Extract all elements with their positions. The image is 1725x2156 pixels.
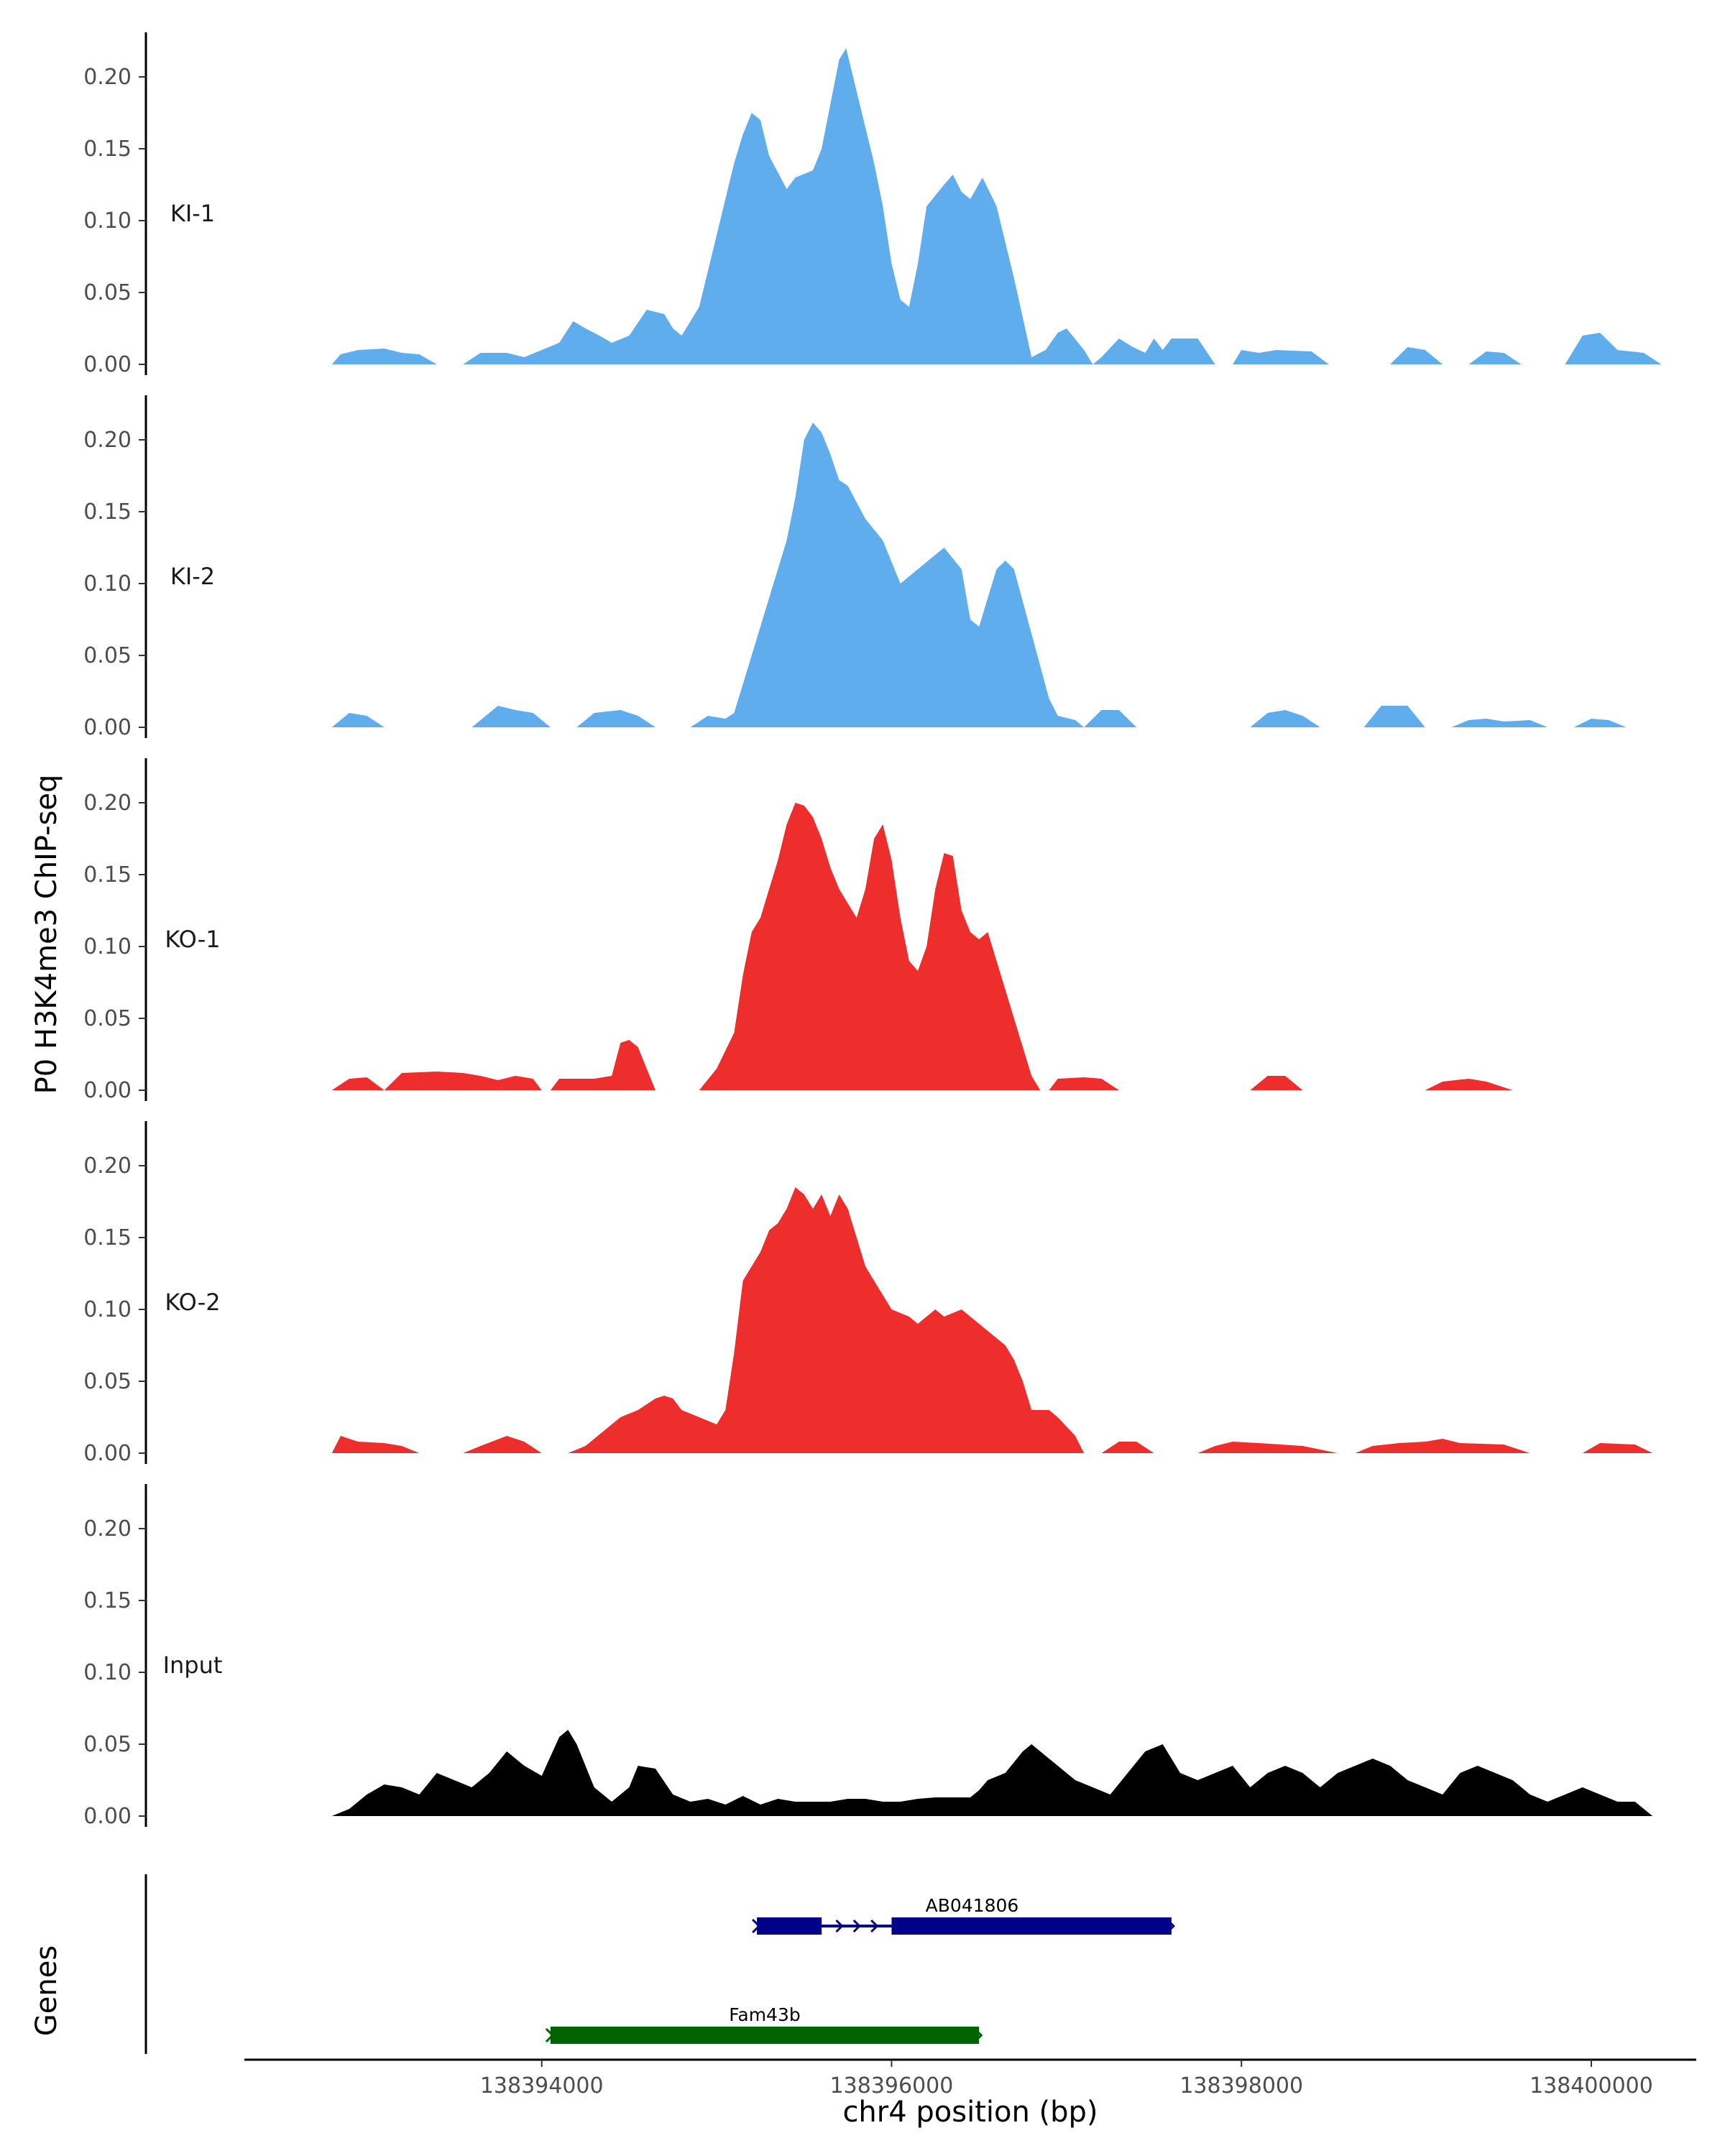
y-tick-label: 0.10 [83, 208, 132, 234]
signal-area [331, 1187, 1653, 1453]
strand-arrow-icon [545, 2027, 555, 2043]
track-label: KI-1 [170, 200, 215, 227]
gene-ab041806: AB041806 [752, 1895, 1176, 1935]
strand-arrow-icon [852, 1919, 861, 1933]
x-tick-label: 138394000 [480, 2073, 604, 2099]
y-tick-label: 0.15 [83, 499, 132, 525]
strand-arrow-icon [870, 1919, 879, 1933]
y-tick-label: 0.05 [83, 1369, 132, 1394]
strand-arrow-icon [1166, 1918, 1176, 1934]
signal-area [331, 1730, 1653, 1816]
x-tick-label: 138396000 [830, 2073, 954, 2099]
track-ki-1: 0.00 0.05 0.10 0.15 0.20 KI-1 [83, 32, 1662, 377]
track-ko-1: 0.00 0.05 0.10 0.15 0.20 KO-1 [83, 758, 1513, 1103]
y-tick-label: 0.20 [83, 428, 132, 453]
y-tick-label: 0.00 [83, 1078, 132, 1103]
y-tick-label: 0.00 [83, 352, 132, 377]
y-tick-label: 0.15 [83, 862, 132, 888]
track-label: KO-2 [165, 1289, 220, 1316]
y-tick-label: 0.20 [83, 65, 132, 90]
genes-axis-title: Genes [30, 1945, 63, 2036]
x-axis-title: chr4 position (bp) [842, 2096, 1098, 2129]
y-tick-label: 0.00 [83, 1804, 132, 1829]
gene-exon [757, 1917, 822, 1935]
y-tick-label: 0.20 [83, 1153, 132, 1179]
strand-arrow-icon [752, 1918, 761, 1934]
x-tick-label: 138398000 [1179, 2073, 1303, 2099]
track-label: Input [163, 1651, 223, 1679]
signal-area [331, 423, 1627, 727]
gene-label: AB041806 [926, 1895, 1019, 1916]
y-tick-label: 0.10 [83, 1297, 132, 1322]
y-tick-label: 0.05 [83, 280, 132, 305]
y-tick-label: 0.20 [83, 791, 132, 816]
track-input: 0.00 0.05 0.10 0.15 0.20 Input [83, 1484, 1653, 1829]
y-tick-label: 0.10 [83, 1660, 132, 1685]
y-tick-label: 0.10 [83, 571, 132, 596]
signal-tracks: 0.00 0.05 0.10 0.15 0.20 KI-1 0.00 0.05 0.10 0.15… [83, 32, 1662, 1829]
track-ko-2: 0.00 0.05 0.10 0.15 0.20 KO-2 [83, 1121, 1653, 1466]
y-tick-label: 0.20 [83, 1516, 132, 1542]
y-tick-label: 0.05 [83, 1732, 132, 1757]
signal-area [331, 803, 1513, 1090]
strand-arrow-icon [974, 2027, 983, 2043]
gene-annotation-panel: AB041806 Fam43b [144, 1874, 1176, 2054]
track-label: KI-2 [170, 563, 215, 590]
y-tick-label: 0.05 [83, 1006, 132, 1031]
y-tick-label: 0.10 [83, 934, 132, 959]
strand-arrow-icon [835, 1919, 844, 1933]
y-tick-label: 0.15 [83, 1225, 132, 1250]
track-label: KO-1 [165, 926, 220, 953]
y-tick-label: 0.05 [83, 643, 132, 668]
y-axis-title: P0 H3K4me3 ChIP-seq [30, 775, 63, 1095]
y-tick-label: 0.00 [83, 715, 132, 740]
gene-exon [550, 2027, 980, 2044]
track-ki-2: 0.00 0.05 0.10 0.15 0.20 KI-2 [83, 395, 1627, 740]
x-tick-label: 138400000 [1530, 2073, 1653, 2099]
gene-exon [891, 1917, 1172, 1935]
x-axis: 138394000 138396000 138398000 138400000 [244, 2058, 1696, 2099]
y-tick-label: 0.00 [83, 1441, 132, 1466]
y-tick-label: 0.15 [83, 137, 132, 162]
signal-area [331, 48, 1662, 364]
gene-fam43b: Fam43b [545, 2004, 983, 2044]
y-tick-label: 0.15 [83, 1588, 132, 1613]
gene-label: Fam43b [729, 2004, 800, 2025]
